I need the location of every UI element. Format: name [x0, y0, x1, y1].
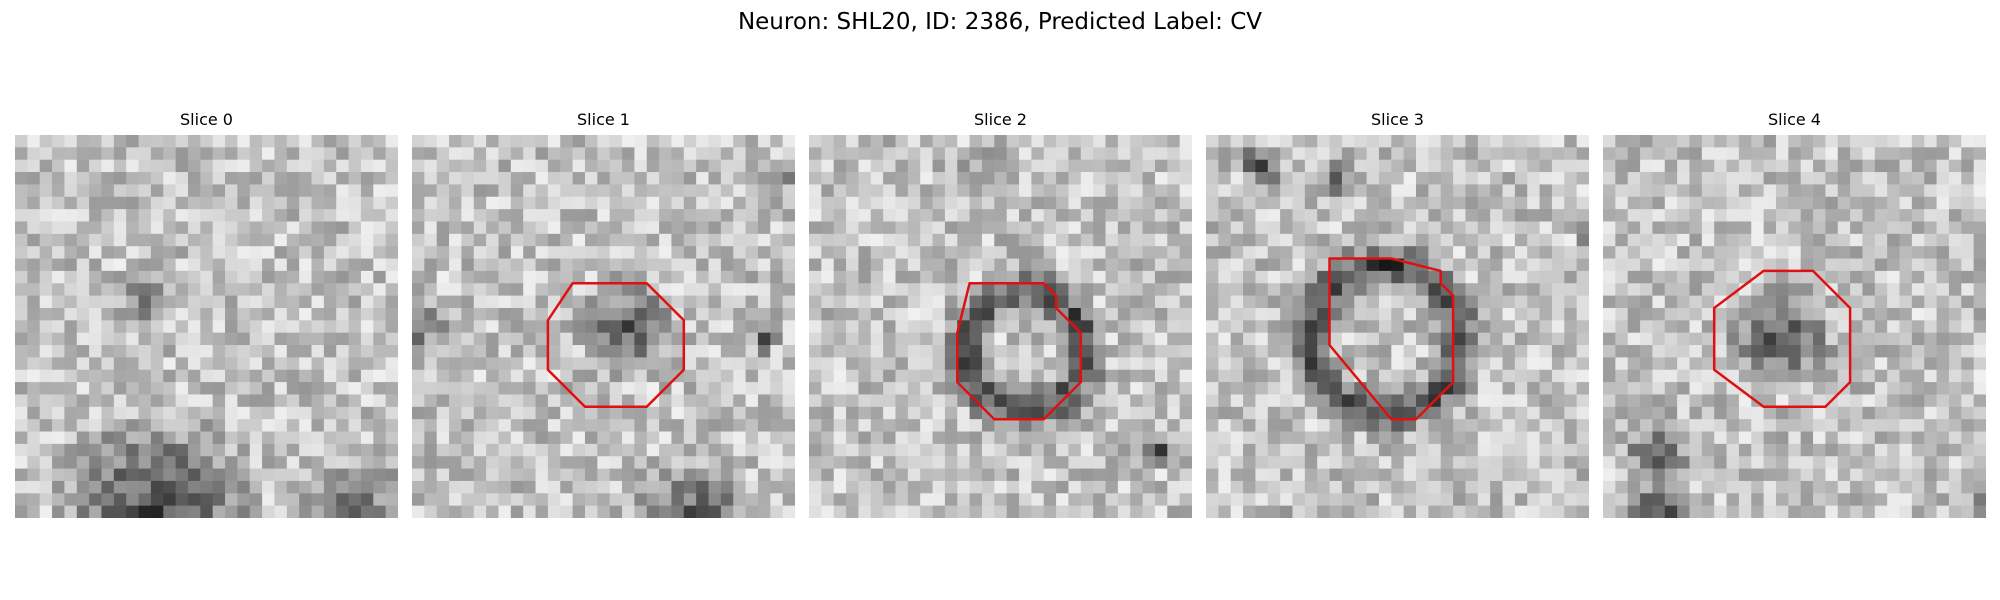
slice-title: Slice 2 [974, 110, 1027, 129]
slice-panel-4: Slice 4 [1603, 110, 1986, 518]
slice-title: Slice 3 [1371, 110, 1424, 129]
slice-image [1206, 135, 1589, 518]
figure-title: Neuron: SHL20, ID: 2386, Predicted Label… [737, 9, 1263, 35]
slice-panel-3: Slice 3 [1206, 110, 1589, 518]
slice-panel-1: Slice 1 [412, 110, 795, 518]
slice-title: Slice 1 [577, 110, 630, 129]
slice-image [809, 135, 1192, 518]
slice-panel-0: Slice 0 [15, 110, 398, 518]
roi-outline [956, 282, 1083, 421]
roi-outline [546, 282, 686, 409]
image-pixels [412, 135, 795, 518]
slice-panel-2: Slice 2 [809, 110, 1192, 518]
image-pixels [15, 135, 398, 518]
roi-outline [1712, 269, 1852, 409]
image-pixels [1206, 135, 1589, 518]
roi-outline [1328, 257, 1455, 421]
image-pixels [1603, 135, 1986, 518]
slice-image [1603, 135, 1986, 518]
image-pixels [809, 135, 1192, 518]
slice-image [412, 135, 795, 518]
slice-title: Slice 4 [1768, 110, 1821, 129]
slice-title: Slice 0 [180, 110, 233, 129]
slice-image [15, 135, 398, 518]
